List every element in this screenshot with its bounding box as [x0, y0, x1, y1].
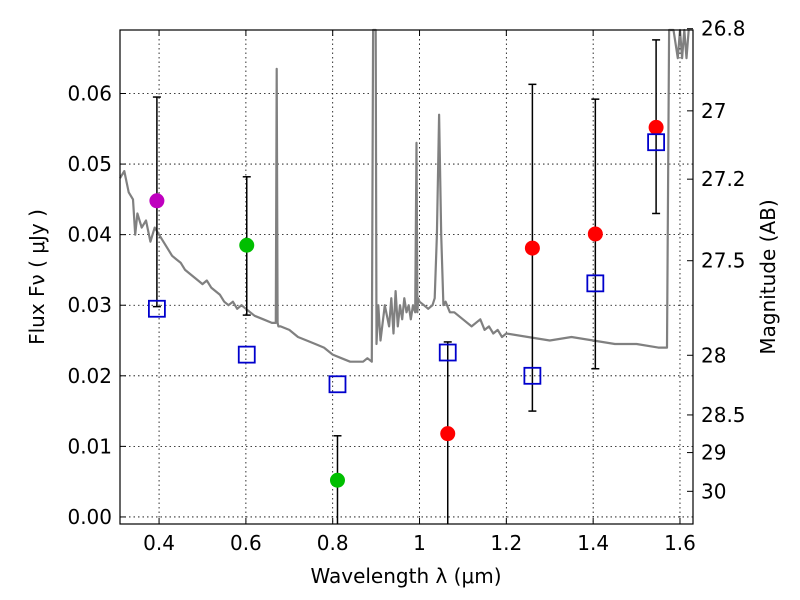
x-tick-label: 0.8 — [317, 531, 349, 555]
x-tick-label: 0.4 — [143, 531, 175, 555]
x-tick-label: 1.4 — [577, 531, 609, 555]
plot-frame — [119, 29, 694, 525]
model-flux-marker — [237, 345, 256, 364]
x-tick-label: 1.2 — [490, 531, 522, 555]
observed-flux-marker — [524, 240, 540, 256]
y-tick-label: 0.00 — [67, 505, 112, 529]
model-flux-marker — [647, 133, 666, 152]
model-flux-marker — [328, 375, 347, 394]
model-flux-marker — [586, 274, 605, 293]
y2-tick-label: 27 — [701, 99, 726, 123]
x-tick-label: 1.6 — [664, 531, 696, 555]
y-tick-label: 0.05 — [67, 152, 112, 176]
y2-tick-label: 28 — [701, 343, 726, 367]
plot-background — [120, 30, 693, 524]
y-tick-label: 0.04 — [67, 223, 112, 247]
observed-flux-marker — [587, 226, 603, 242]
observed-flux-marker — [329, 472, 345, 488]
model-flux-marker — [147, 299, 166, 318]
y-tick-label: 0.03 — [67, 293, 112, 317]
x-axis-label: Wavelength λ (μm) — [310, 564, 501, 588]
y2-tick-label: 27.2 — [701, 167, 746, 191]
model-flux-marker — [438, 343, 457, 362]
y2-tick-label: 28.5 — [701, 403, 746, 427]
y-tick-label: 0.01 — [67, 434, 112, 458]
y2-tick-label: 29 — [701, 441, 726, 465]
model-flux-marker — [523, 366, 542, 385]
y2-tick-label: 26.8 — [701, 17, 746, 41]
y-tick-label: 0.06 — [67, 82, 112, 106]
x-tick-label: 1 — [413, 531, 426, 555]
observed-flux-marker — [440, 426, 456, 442]
y-axis-label: Flux Fν ( μJy ) — [25, 209, 49, 345]
y2-tick-label: 30 — [701, 479, 726, 503]
y-tick-label: 0.02 — [67, 364, 112, 388]
y2-axis-label: Magnitude (AB) — [756, 199, 780, 354]
observed-flux-marker — [149, 193, 165, 209]
spectrum-line — [119, 28, 690, 363]
x-tick-label: 0.6 — [230, 531, 262, 555]
y2-tick-label: 27.5 — [701, 249, 746, 273]
observed-flux-marker — [648, 119, 664, 135]
model-spectrum — [119, 28, 690, 363]
observed-flux-marker — [239, 237, 255, 253]
axis-ticks: 0.4 0.6 0.8 1 1.2 1.4 1.6 0.00 0.01 0.02 0.03 0.04 0… — [67, 17, 745, 555]
data-markers — [147, 119, 666, 488]
